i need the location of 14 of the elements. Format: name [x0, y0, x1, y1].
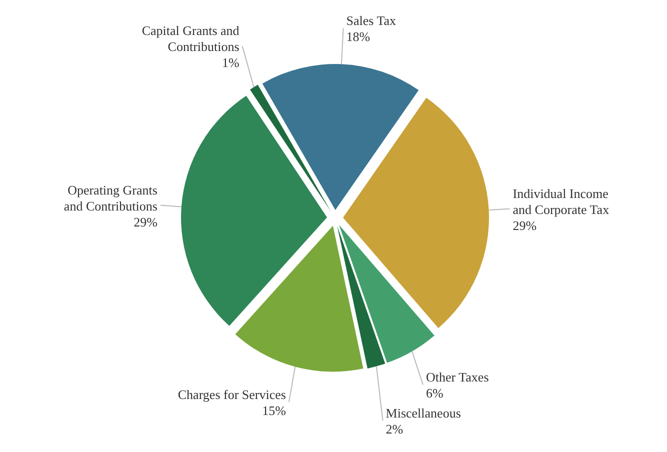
data-label: 2%	[386, 422, 404, 437]
slice-label: Charges for Services	[178, 387, 286, 402]
slice-label: Sales Tax	[346, 13, 397, 28]
data-label: 15%	[262, 403, 286, 418]
slice-label: Other Taxes	[426, 370, 489, 385]
slice-label: Capital Grants and Contributions	[142, 23, 240, 54]
slice-label: Miscellaneous	[386, 406, 461, 421]
data-label: 29%	[134, 214, 158, 230]
slice-label: Individual Income and Corporate Tax	[512, 186, 610, 217]
data-label: 6%	[426, 386, 444, 401]
data-label: 18%	[346, 29, 370, 44]
data-label: 1%	[222, 55, 240, 70]
slice-label: Operating Grants and Contributions	[64, 182, 158, 214]
data-label: 29%	[512, 218, 537, 233]
